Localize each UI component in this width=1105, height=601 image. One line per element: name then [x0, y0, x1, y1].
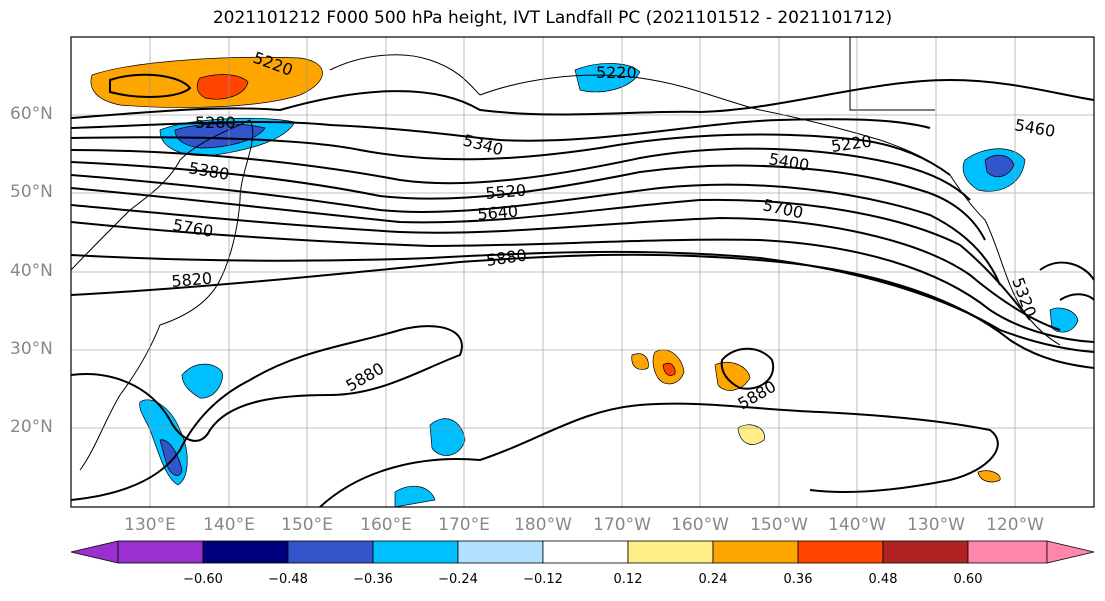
positive-anomaly-hawaii-south [737, 424, 765, 445]
lat-label: 20°N [10, 417, 53, 437]
colorbar-segment [882, 540, 969, 564]
lon-label: 170°E [438, 515, 490, 535]
colorbar-segment [797, 540, 884, 564]
lon-label: 120°W [986, 515, 1044, 535]
strong-positive-anomaly-north-asia [196, 74, 249, 100]
colorbar-segment [372, 540, 459, 564]
strong-negative-anomaly-okhotsk [174, 123, 266, 149]
colorbar-tick-label: −0.60 [183, 572, 223, 587]
lon-label: 160°E [360, 515, 412, 535]
contour-label: 5820 [171, 269, 213, 291]
colorbar-tick-label: −0.36 [353, 572, 393, 587]
lon-label: 160°W [671, 515, 729, 535]
colorbar-segment [967, 540, 1048, 564]
colorbar-segment [117, 540, 204, 564]
lon-label: 130°E [124, 515, 176, 535]
lon-label: 170°W [593, 515, 651, 535]
colorbar-extend-high [1046, 540, 1095, 564]
contour-label: 5640 [477, 202, 519, 224]
colorbar-tick-label: 0.24 [698, 572, 728, 587]
colorbar-segment [712, 540, 799, 564]
lat-label: 50°N [10, 182, 53, 202]
contour-label: 5220 [596, 63, 637, 82]
lat-label: 30°N [10, 339, 53, 359]
colorbar-tick-label: 0.48 [868, 572, 898, 587]
lat-label: 40°N [10, 261, 53, 281]
colorbar-tick-label: −0.12 [523, 572, 563, 587]
colorbar-segment [457, 540, 544, 564]
strong-positive-anomaly-hawaii [662, 362, 676, 376]
colorbar-segment [202, 540, 289, 564]
positive-anomaly-hawaii-east-2 [714, 361, 751, 391]
strong-negative-anomaly-philippine-sea [159, 439, 183, 476]
colorbar-tick-label: −0.24 [438, 572, 478, 587]
negative-anomaly-south-west [394, 485, 436, 507]
colorbar [70, 540, 1095, 564]
negative-anomaly-alaska [574, 63, 641, 93]
colorbar-extend-low [70, 540, 119, 564]
colorbar-tick-label: 0.60 [953, 572, 983, 587]
lon-label: 130°W [907, 515, 965, 535]
lon-label: 140°E [203, 515, 255, 535]
negative-anomaly-central-west-pacific [181, 363, 223, 399]
colorbar-segment [627, 540, 714, 564]
contour-label: 5280 [195, 113, 236, 132]
map-plot-area: 5220 5220 5280 5340 5380 5400 5220 5460 … [71, 37, 1094, 507]
strong-negative-anomaly-nw-coast [984, 154, 1015, 178]
colorbar-tick-label: −0.48 [268, 572, 308, 587]
height-contours [71, 73, 1094, 507]
map-title: 2021101212 F000 500 hPa height, IVT Land… [212, 8, 893, 28]
lon-label: 150°W [750, 515, 808, 535]
colorbar-segment [542, 540, 629, 564]
lon-label: 180°W [514, 515, 572, 535]
negative-anomaly-california [1049, 307, 1079, 333]
contour-label: 5520 [485, 181, 527, 203]
positive-anomaly-east-pacific [977, 470, 1001, 483]
lon-label: 150°E [281, 515, 333, 535]
map-frame [70, 36, 1095, 508]
colorbar-tick-label: 0.12 [613, 572, 643, 587]
lon-label: 140°W [828, 515, 886, 535]
colorbar-segment [287, 540, 374, 564]
colorbar-tick-label: 0.36 [783, 572, 813, 587]
ivt-shading [90, 56, 1079, 507]
lat-label: 60°N [10, 104, 53, 124]
positive-anomaly-hawaii-east [631, 353, 649, 370]
